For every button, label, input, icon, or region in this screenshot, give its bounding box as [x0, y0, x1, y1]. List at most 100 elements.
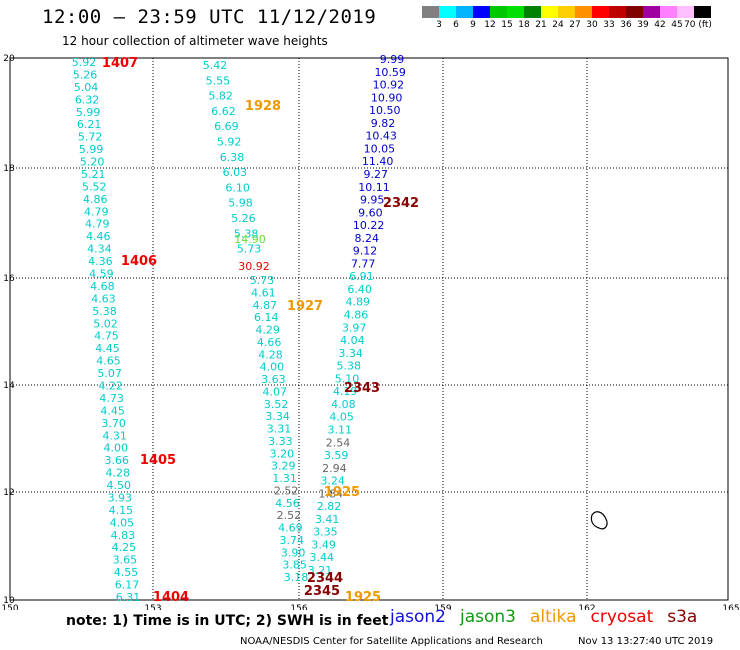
wave-height-value: 5.38 — [234, 227, 259, 240]
wave-height-value: 3.97 — [342, 321, 367, 334]
island-outline — [590, 511, 608, 530]
wave-height-value: 1.84 — [319, 487, 344, 500]
wave-height-value: 4.05 — [329, 411, 354, 424]
pass-time-label: 2344 — [307, 571, 343, 586]
wave-height-value: 4.63 — [91, 292, 116, 305]
wave-height-value: 5.26 — [73, 68, 98, 81]
wave-height-value: 4.25 — [112, 541, 137, 554]
wave-height-value: 10.50 — [369, 104, 401, 117]
wave-height-value: 3.90 — [281, 546, 306, 559]
color-scale-label: 3 — [436, 20, 442, 30]
wave-height-value: 4.22 — [98, 379, 123, 392]
color-scale-label: 18 — [518, 20, 530, 30]
color-scale-label: 42 — [654, 20, 666, 30]
wave-height-value: 3.85 — [282, 559, 307, 572]
wave-height-value: 6.21 — [77, 118, 102, 131]
wave-height-value: 3.24 — [320, 475, 345, 488]
wave-height-value: 4.69 — [278, 522, 303, 535]
wave-height-value: 4.45 — [100, 404, 125, 417]
wave-height-value: 10.22 — [353, 219, 385, 232]
wave-height-value: 4.61 — [251, 286, 276, 299]
wave-height-value: 4.28 — [106, 467, 131, 480]
color-scale-swatch — [626, 6, 643, 18]
wave-height-value: 4.66 — [257, 336, 282, 349]
wave-height-value: 5.42 — [203, 59, 228, 72]
wave-height-value: 4.65 — [96, 355, 121, 368]
wave-height-value: 2.82 — [317, 500, 342, 513]
lat-tick-label: 16 — [3, 274, 15, 284]
wave-height-value: 5.99 — [79, 143, 104, 156]
wave-height-value: 5.38 — [92, 305, 117, 318]
credits-text: NOAA/NESDIS Center for Satellite Applica… — [240, 636, 543, 647]
wave-height-value: 4.83 — [111, 529, 136, 542]
wave-height-value: 5.20 — [80, 156, 105, 169]
wave-height-value: 9.27 — [364, 168, 389, 181]
wave-height-value: 10.90 — [371, 91, 403, 104]
page-subtitle: 12 hour collection of altimeter wave hei… — [62, 34, 328, 48]
lon-tick-label: 150 — [1, 604, 18, 610]
wave-height-value: 10.11 — [358, 181, 390, 194]
wave-height-value: 5.21 — [81, 168, 106, 181]
lat-tick-label: 12 — [3, 488, 14, 498]
wave-height-value: 3.66 — [104, 454, 129, 467]
wave-height-value: 5.10 — [335, 372, 360, 385]
wave-height-value: 2.94 — [322, 462, 347, 475]
color-scale-bar — [422, 6, 711, 18]
wave-height-value: 6.14 — [254, 311, 279, 324]
color-scale-swatch — [541, 6, 558, 18]
color-scale-label: 12 — [484, 20, 496, 30]
color-scale-swatch — [456, 6, 473, 18]
wave-height-value: 5.02 — [93, 317, 118, 330]
footer-note: note: 1) Time is in UTC; 2) SWH is in fe… — [66, 613, 389, 629]
wave-height-value: 3.11 — [328, 423, 353, 436]
wave-height-value: 3.35 — [313, 526, 338, 539]
color-scale-label: 27 — [569, 20, 581, 30]
wave-height-value: 4.04 — [340, 334, 365, 347]
wave-height-value: 3.59 — [324, 449, 349, 462]
wave-height-value: 5.73 — [250, 274, 275, 287]
wave-height-value: 4.15 — [109, 504, 134, 517]
wave-height-value: 3.41 — [315, 513, 340, 526]
color-scale-swatch — [422, 6, 439, 18]
wave-height-value: 11.40 — [362, 155, 394, 168]
color-scale-swatch — [609, 6, 626, 18]
wave-height-value: 3.70 — [101, 417, 126, 430]
lat-tick-label: 10 — [3, 596, 15, 606]
wave-height-value: 2.52 — [277, 509, 302, 522]
color-scale-label: 9 — [470, 20, 476, 30]
wave-height-value: 9.12 — [353, 245, 378, 258]
wave-height-value: 4.29 — [255, 324, 280, 337]
wave-height-value: 10.05 — [364, 142, 396, 155]
wave-height-value: 9.99 — [380, 53, 405, 66]
color-scale-swatch — [524, 6, 541, 18]
wave-height-value: 5.73 — [237, 243, 262, 256]
wave-height-value: 4.75 — [94, 330, 119, 343]
color-scale-label: 15 — [501, 20, 513, 30]
wave-height-value: 5.07 — [97, 367, 122, 380]
wave-height-value: 6.10 — [225, 181, 250, 194]
wave-height-value: 4.68 — [90, 280, 115, 293]
legend-item-altika: altika — [530, 607, 577, 627]
wave-height-value: 3.93 — [108, 491, 133, 504]
wave-height-value: 4.34 — [87, 243, 112, 256]
wave-height-value: 9.60 — [358, 206, 383, 219]
color-scale-label: 70 (ft) — [684, 20, 712, 30]
wave-height-value: 4.56 — [275, 497, 300, 510]
wave-height-value: 4.00 — [260, 361, 285, 374]
wave-height-value: 6.69 — [214, 120, 239, 133]
color-scale-swatch — [490, 6, 507, 18]
wave-height-value: 5.92 — [217, 136, 242, 149]
color-scale-swatch — [507, 6, 524, 18]
color-scale-label: 21 — [535, 20, 547, 30]
wave-height-value: 4.87 — [253, 299, 278, 312]
pass-time-label: 1407 — [102, 56, 138, 71]
lat-tick-label: 20 — [3, 54, 15, 64]
lon-tick-label: 159 — [434, 604, 451, 610]
lat-tick-label: 14 — [3, 381, 15, 391]
page-title: 12:00 – 23:59 UTC 11/12/2019 — [42, 6, 377, 28]
legend-item-cryosat: cryosat — [590, 607, 654, 627]
pass-time-label: 2345 — [304, 584, 340, 599]
wave-height-value: 4.79 — [84, 205, 109, 218]
color-scale-label: 39 — [637, 20, 649, 30]
pass-time-label: 2342 — [383, 196, 419, 211]
